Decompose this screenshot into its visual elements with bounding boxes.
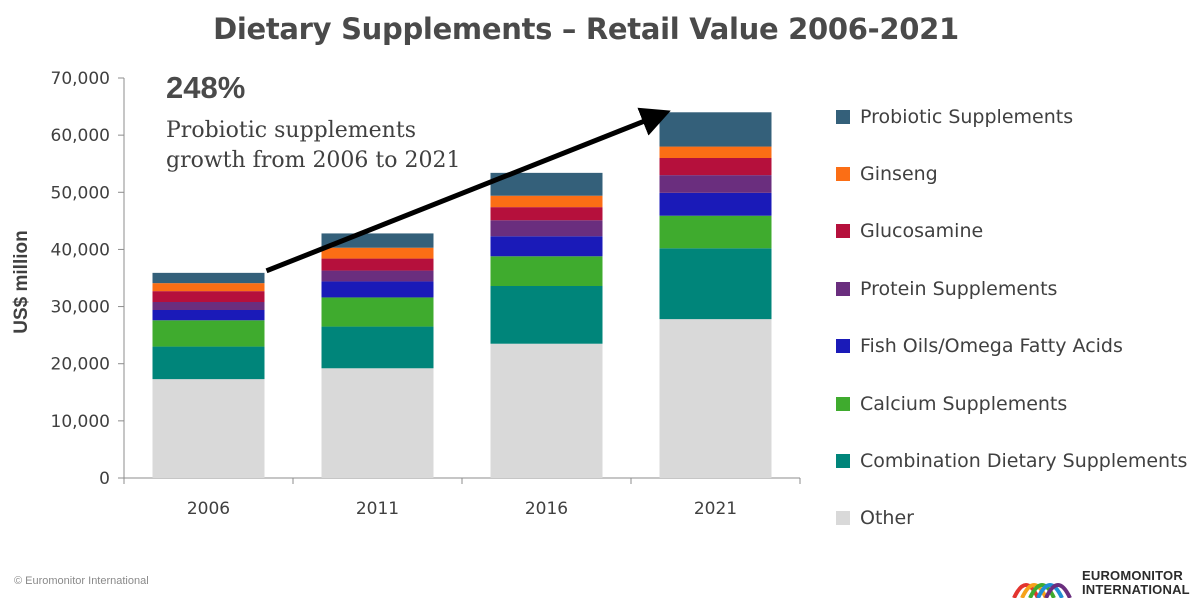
bar-segment <box>659 112 772 147</box>
bar-segment <box>659 146 772 158</box>
legend-swatch <box>836 339 850 354</box>
legend-label: Calcium Supplements <box>860 392 1068 415</box>
bar-segment <box>321 297 434 327</box>
chart-legend: Probiotic Supplements Ginseng Glucosamin… <box>836 88 1196 547</box>
logo-wordmark: EUROMONITOR INTERNATIONAL <box>1082 569 1190 597</box>
bar-segment <box>152 379 265 478</box>
bar-segment <box>659 215 772 249</box>
bar-segment <box>490 220 603 237</box>
copyright-notice: © Euromonitor International <box>14 575 149 587</box>
x-tick-label: 2021 <box>694 499 737 519</box>
logo-line-2: INTERNATIONAL <box>1082 582 1190 597</box>
chart-title: Dietary Supplements – Retail Value 2006-… <box>213 12 959 46</box>
annotation-line-2: growth from 2006 to 2021 <box>166 148 461 173</box>
legend-label: Ginseng <box>860 163 938 186</box>
bar-segment <box>152 291 265 302</box>
bar-segment <box>321 270 434 282</box>
growth-arrow <box>265 107 671 274</box>
bar-segment <box>152 346 265 380</box>
bar-segment <box>321 368 434 478</box>
legend-label: Probiotic Supplements <box>860 105 1074 128</box>
y-tick-label: 0 <box>99 469 110 489</box>
bar-segment <box>321 326 434 369</box>
bar-segment <box>490 343 603 478</box>
legend-swatch <box>836 167 850 182</box>
bar-segment <box>490 286 603 344</box>
bar-segment <box>321 281 434 298</box>
annotation-line-1: Probiotic supplements <box>166 118 416 143</box>
bar-segment <box>490 172 603 196</box>
legend-label: Combination Dietary Supplements <box>860 450 1188 473</box>
y-tick-label: 40,000 <box>51 240 110 260</box>
bar-segment <box>152 272 265 284</box>
legend-swatch <box>836 396 850 411</box>
legend-swatch <box>836 454 850 469</box>
legend-label: Glucosamine <box>860 220 984 243</box>
bar-segment <box>659 248 772 320</box>
x-tick-label: 2011 <box>356 499 399 519</box>
bar-segment <box>321 258 434 271</box>
y-tick-label: 30,000 <box>51 298 110 318</box>
growth-percent-annotation: 248% <box>166 70 246 105</box>
bar-segment <box>152 302 265 310</box>
bar-segment <box>659 319 772 478</box>
legend-item: Probiotic Supplements <box>836 88 1196 145</box>
bar-segment <box>152 320 265 347</box>
y-tick-label: 70,000 <box>51 69 110 89</box>
x-tick-label: 2016 <box>525 499 568 519</box>
bar-segment <box>659 192 772 216</box>
legend-item: Other <box>836 490 1196 547</box>
y-tick-label: 20,000 <box>51 355 110 375</box>
bar-segment <box>490 236 603 257</box>
x-tick-label: 2006 <box>187 499 230 519</box>
growth-description-annotation: Probiotic supplements growth from 2006 t… <box>166 116 486 176</box>
legend-swatch <box>836 281 850 296</box>
bar-segment <box>659 175 772 193</box>
y-tick-label: 50,000 <box>51 183 110 203</box>
legend-item: Glucosamine <box>836 203 1196 260</box>
logo-line-1: EUROMONITOR <box>1082 568 1183 583</box>
bar-segment <box>152 283 265 292</box>
bar-segment <box>321 247 434 259</box>
legend-item: Protein Supplements <box>836 260 1196 317</box>
legend-label: Other <box>860 507 914 530</box>
legend-item: Fish Oils/Omega Fatty Acids <box>836 318 1196 375</box>
legend-item: Calcium Supplements <box>836 375 1196 432</box>
y-tick-label: 60,000 <box>51 126 110 146</box>
euromonitor-logo: EUROMONITOR INTERNATIONAL <box>1012 566 1190 600</box>
rainbow-logo-icon <box>1012 583 1072 598</box>
bar-segment <box>490 207 603 221</box>
legend-swatch <box>836 511 850 526</box>
legend-item: Ginseng <box>836 145 1196 202</box>
bar-segment <box>490 195 603 208</box>
bar-segment <box>152 310 265 321</box>
y-tick-label: 10,000 <box>51 412 110 432</box>
legend-label: Fish Oils/Omega Fatty Acids <box>860 335 1123 358</box>
legend-item: Combination Dietary Supplements <box>836 432 1196 489</box>
bar-segment <box>659 158 772 176</box>
bar-segment <box>490 256 603 286</box>
legend-label: Protein Supplements <box>860 277 1058 300</box>
legend-swatch <box>836 109 850 124</box>
legend-swatch <box>836 224 850 239</box>
